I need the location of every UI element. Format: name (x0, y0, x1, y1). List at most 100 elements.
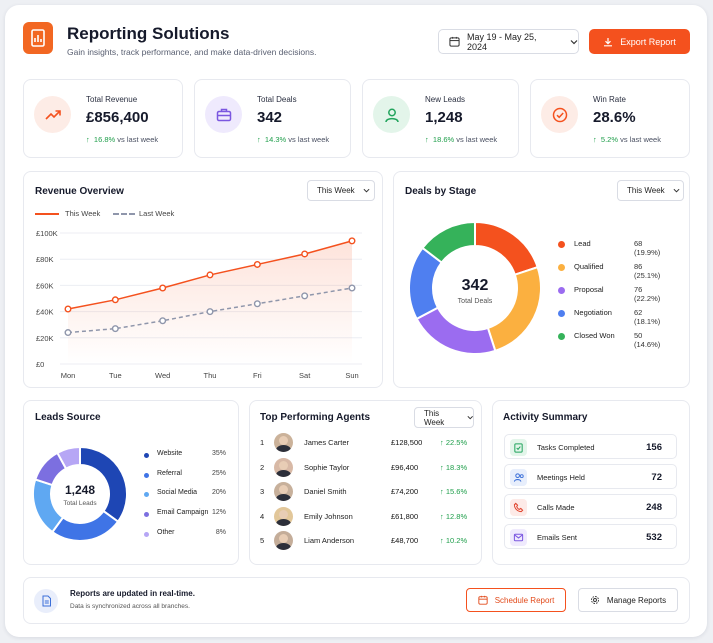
legend-dot (144, 472, 149, 478)
deals-period-label: This Week (627, 186, 665, 195)
source-name: Social Media (157, 489, 198, 497)
avatar-face (279, 485, 288, 494)
legend-last-week: Last Week (139, 209, 175, 218)
arrow-up-icon: ↑ (440, 511, 446, 521)
arrow-up-icon: ↑ (440, 536, 446, 545)
x-tick-label: Mon (61, 371, 76, 380)
agent-row: 2 Sophie Taylor £96,400 ↑ 18.3% (258, 457, 473, 478)
download-icon (604, 37, 613, 46)
kpi-label: Win Rate (593, 95, 626, 104)
calendar-icon (478, 595, 488, 605)
date-range-picker[interactable]: May 19 - May 25, 2024 (438, 29, 579, 54)
app-logo (23, 22, 53, 54)
manage-reports-label: Manage Reports (606, 595, 667, 605)
this-week-area (68, 240, 352, 364)
kpi-label: Total Revenue (86, 95, 138, 104)
deals-period-select[interactable]: This Week (617, 180, 684, 201)
leads-source-title: Leads Source (35, 412, 101, 423)
agents-period-label: This Week (424, 408, 445, 427)
stage-count: 68 (19.9%) (634, 239, 661, 257)
last-week-point (64, 329, 72, 337)
export-report-button[interactable]: Export Report (589, 29, 690, 54)
activity-label: Calls Made (537, 503, 575, 512)
avatar (274, 531, 293, 550)
agent-name: Emily Johnson (304, 511, 353, 521)
leads-total-label: Total Leads (63, 500, 97, 507)
source-percent: 12% (211, 509, 226, 517)
agent-rank: 1 (260, 438, 265, 447)
agent-growth-value: 10.2% (445, 536, 468, 545)
export-report-label: Export Report (620, 36, 676, 47)
trend-up-icon (34, 96, 71, 133)
last-week-point (111, 325, 119, 333)
source-percent: 20% (211, 489, 226, 497)
stage-count: 86 (25.1%) (634, 262, 661, 280)
schedule-report-button[interactable]: Schedule Report (466, 588, 566, 612)
deals-by-stage-title: Deals by Stage (405, 186, 477, 197)
phone-icon (510, 499, 527, 516)
agent-growth-value: 18.3% (445, 462, 468, 472)
source-name: Other (157, 528, 175, 536)
footer-subtitle: Data is synchronized across all branches… (70, 603, 190, 610)
source-legend-item: Other 8% (144, 529, 226, 541)
last-week-point (253, 300, 261, 308)
activity-label: Emails Sent (537, 533, 578, 542)
leads-donut-chart (32, 445, 128, 542)
stage-legend-item: Qualified 86 (25.1%) (558, 262, 668, 280)
legend-dot (558, 333, 565, 340)
revenue-period-label: This Week (317, 186, 355, 195)
source-name: Website (157, 450, 183, 457)
activity-value: 72 (651, 472, 662, 483)
schedule-report-label: Schedule Report (494, 595, 555, 605)
agent-rank: 3 (260, 487, 265, 496)
avatar-face (279, 534, 288, 543)
donut-slice-proposal (415, 306, 497, 355)
y-tick-label: £80K (36, 255, 54, 264)
agent-rank: 5 (260, 536, 265, 545)
activity-label: Meetings Held (537, 473, 585, 482)
agent-growth-value: 15.6% (445, 487, 468, 496)
y-tick-label: £20K (36, 334, 54, 343)
legend-swatch-this-week (35, 213, 59, 215)
source-name: Referral (157, 469, 182, 477)
deals-total-label: Total Deals (457, 298, 493, 305)
this-week-point (206, 271, 214, 279)
kpi-value: 28.6% (593, 109, 636, 126)
source-legend-item: Email Campaign 12% (144, 509, 226, 521)
x-tick-label: Tue (109, 371, 122, 380)
activity-value: 156 (646, 442, 662, 453)
avatar-shoulders (276, 469, 291, 477)
activity-meetings-held: Meetings Held 72 (504, 464, 677, 489)
stage-name: Closed Won (574, 331, 615, 340)
chevron-down-icon (673, 188, 680, 193)
avatar-face (279, 436, 288, 445)
x-tick-label: Wed (155, 371, 170, 380)
leads-total-value: 1,248 (64, 483, 96, 497)
manage-reports-button[interactable]: Manage Reports (578, 588, 678, 612)
top-agents-title: Top Performing Agents (260, 412, 370, 423)
agent-row: 3 Daniel Smith £74,200 ↑ 15.6% (258, 482, 473, 502)
arrow-up-icon: ↑ (440, 462, 446, 472)
agent-growth: ↑ 15.6% (440, 487, 467, 496)
source-percent: 25% (211, 469, 226, 477)
x-tick-label: Sat (299, 371, 311, 380)
arrow-up-icon: ↑ (440, 438, 446, 447)
agent-row: 5 Liam Anderson £48,700 ↑ 10.2% (258, 531, 473, 551)
source-legend-item: Website 35% (144, 450, 226, 462)
agent-name: James Carter (304, 438, 350, 447)
agent-growth: ↑ 12.8% (440, 512, 467, 521)
agent-growth-value: 12.8% (445, 511, 468, 521)
y-tick-label: £0 (36, 360, 44, 369)
stage-name: Negotiation (574, 308, 612, 317)
kpi-change: ↑ 5.2% vs last week (593, 135, 661, 144)
agent-revenue: £74,200 (391, 487, 419, 496)
agent-growth: ↑ 10.2% (440, 536, 467, 545)
agent-row: 1 James Carter £128,500 ↑ 22.5% (258, 433, 473, 453)
revenue-period-select[interactable]: This Week (307, 180, 375, 201)
agents-period-select[interactable]: This Week (414, 407, 474, 428)
kpi-card-win-rate: Win Rate 28.6% ↑ 5.2% vs last week (530, 79, 690, 158)
legend-dot (144, 512, 149, 518)
deals-donut-chart (408, 220, 542, 355)
stage-count: 76 (22.2%) (634, 285, 661, 303)
arrow-up-icon: ↑ (440, 487, 446, 496)
